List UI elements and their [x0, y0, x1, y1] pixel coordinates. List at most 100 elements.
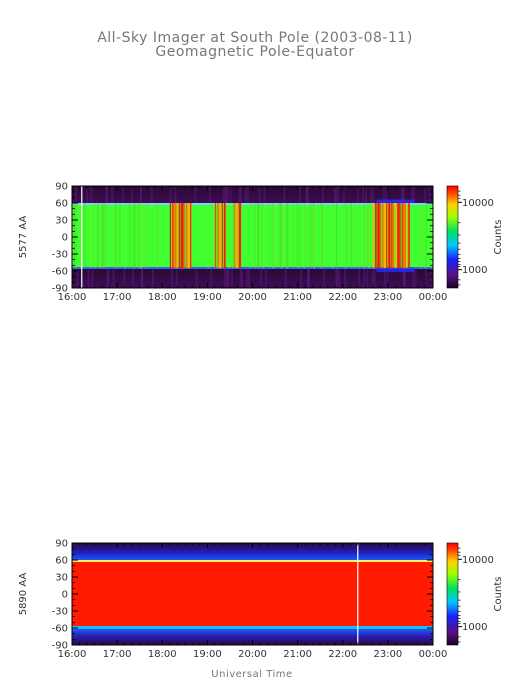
streak	[345, 203, 347, 269]
bright-span	[408, 203, 410, 269]
colorbar-tick-label: 1000	[462, 265, 487, 276]
low-texture	[90, 187, 93, 203]
x-tick-label: 23:00	[373, 292, 402, 303]
bright-span	[176, 203, 178, 269]
streak	[254, 203, 256, 269]
colorbar-label-5577: Counts	[493, 220, 504, 255]
heatmap-5890	[72, 543, 433, 645]
streak	[97, 203, 99, 269]
low-texture	[336, 269, 339, 287]
low-texture	[410, 187, 413, 203]
low-texture	[139, 187, 142, 203]
streak	[430, 203, 433, 269]
x-tick-label: 18:00	[148, 292, 177, 303]
x-tick-label: 16:00	[58, 649, 87, 660]
bright-span	[190, 203, 192, 269]
x-tick-label: 18:00	[148, 649, 177, 660]
colorbar-5577	[446, 185, 459, 289]
y-tick-label: 60	[55, 556, 68, 567]
x-axis-label: Universal Time	[211, 669, 292, 680]
streak	[261, 203, 263, 269]
bright-span	[183, 203, 185, 269]
streak	[249, 203, 252, 269]
bright-span	[181, 203, 184, 269]
low-texture	[382, 187, 385, 203]
y-tick-label: -60	[52, 624, 68, 635]
streak	[286, 203, 288, 269]
low-texture	[372, 187, 375, 203]
streak	[223, 203, 225, 269]
low-texture	[402, 187, 405, 203]
low-texture	[333, 187, 336, 203]
colorbar-tick-label: 1000	[462, 622, 487, 633]
bright-span	[219, 203, 222, 269]
bright-span	[397, 203, 400, 269]
low-texture	[150, 187, 153, 203]
chart-title: All-Sky Imager at South Pole (2003-08-11…	[97, 30, 413, 46]
low-texture	[175, 269, 178, 287]
streak	[354, 203, 356, 269]
streak	[94, 203, 96, 269]
low-texture	[87, 269, 90, 287]
low-texture	[86, 187, 89, 203]
streak	[303, 203, 305, 269]
streak	[273, 203, 275, 269]
low-texture	[401, 187, 404, 203]
low-texture	[298, 187, 301, 203]
x-tick-label: 21:00	[283, 292, 312, 303]
bright-span	[233, 203, 236, 269]
low-texture	[240, 269, 243, 287]
low-texture	[194, 187, 197, 203]
low-texture	[336, 187, 339, 203]
bright-span	[174, 203, 177, 269]
streak	[309, 203, 312, 269]
low-texture	[371, 269, 374, 287]
streak	[369, 203, 371, 269]
streak	[133, 203, 135, 269]
low-texture	[245, 269, 248, 287]
bright-span	[395, 203, 397, 269]
low-texture	[230, 269, 233, 287]
bright-span	[178, 203, 181, 269]
streak	[89, 203, 91, 269]
bright-span	[406, 203, 408, 269]
low-texture	[362, 187, 365, 203]
bright-span	[379, 203, 381, 269]
bright-span	[401, 203, 404, 269]
panel-5577: 16:00 17:00 18:00 19:00 20:00 21:00 22:00 23:00…	[18, 182, 504, 304]
y-tick-label: -90	[52, 641, 68, 652]
x-tick-label: 21:00	[283, 649, 312, 660]
bright-span	[372, 203, 374, 269]
edge-bottom-5577	[72, 267, 433, 269]
low-texture	[264, 269, 267, 287]
low-texture	[263, 187, 266, 203]
bright-span	[238, 203, 242, 269]
colorbar-5890	[446, 542, 459, 646]
y-tick-label: -30	[52, 250, 68, 261]
low-texture	[238, 187, 241, 203]
streak	[299, 203, 301, 269]
ylabel-5577: 5577 AA	[18, 216, 29, 259]
low-texture	[404, 269, 406, 287]
x-tick-label: 19:00	[193, 649, 222, 660]
low-texture	[132, 269, 134, 287]
low-texture	[239, 269, 242, 287]
streak	[420, 203, 422, 269]
bright-span	[390, 203, 393, 269]
streak	[425, 203, 427, 269]
streak	[263, 203, 265, 269]
streak	[281, 203, 283, 269]
low-texture	[174, 187, 177, 203]
low-texture	[321, 187, 324, 203]
low-texture	[413, 187, 416, 203]
low-texture	[424, 187, 427, 203]
low-texture	[429, 269, 432, 287]
streak	[228, 203, 230, 269]
streak	[269, 203, 271, 269]
low-texture	[385, 187, 388, 203]
low-texture	[414, 269, 417, 287]
blue-bump	[376, 268, 415, 273]
streak	[207, 203, 209, 269]
streak	[231, 203, 233, 269]
